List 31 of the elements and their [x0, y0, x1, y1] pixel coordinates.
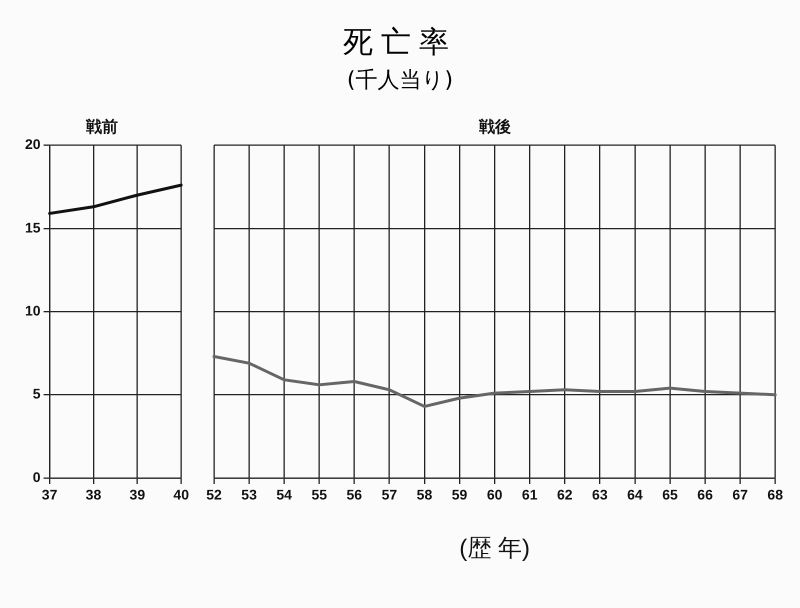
x-tick-label: 64 [627, 486, 643, 502]
chart-title: 戦前 [85, 116, 118, 136]
y-tick-label: 5 [32, 386, 41, 402]
x-tick-label: 65 [662, 486, 678, 502]
x-tick-label: 58 [416, 486, 432, 502]
x-tick-label: 57 [382, 486, 398, 502]
x-tick-label: 62 [556, 486, 573, 502]
x-axis-title: (歴 年) [459, 535, 530, 562]
chart-title: 戦後 [478, 116, 511, 136]
x-tick-label: 53 [241, 486, 258, 502]
text: 死亡率 [342, 24, 458, 62]
x-tick-label: 54 [276, 486, 292, 502]
x-tick-label: 68 [767, 486, 784, 502]
x-tick-label: 39 [130, 486, 146, 502]
y-tick-label: 15 [24, 219, 41, 236]
x-tick-label: 59 [452, 486, 468, 502]
x-tick-label: 63 [592, 486, 608, 502]
x-tick-label: 38 [86, 486, 102, 502]
y-tick-label: 10 [24, 302, 41, 318]
x-tick-label: 56 [346, 486, 362, 502]
text: (千人当り) [346, 67, 454, 95]
x-tick-label: 40 [173, 486, 190, 502]
y-tick-label: 0 [32, 468, 41, 485]
x-tick-label: 60 [486, 486, 503, 502]
x-tick-label: 61 [522, 486, 538, 502]
x-tick-label: 67 [732, 486, 748, 502]
y-tick-label: 20 [24, 136, 41, 152]
x-tick-label: 52 [206, 486, 222, 502]
x-tick-label: 37 [42, 486, 58, 502]
x-tick-label: 55 [311, 486, 328, 502]
x-tick-label: 66 [697, 486, 714, 502]
